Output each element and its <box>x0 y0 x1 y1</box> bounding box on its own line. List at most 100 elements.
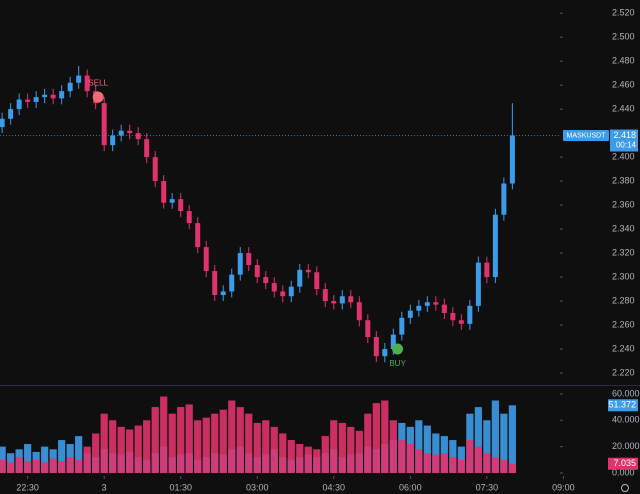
volume-bar <box>432 454 440 473</box>
volume-bar <box>406 444 414 473</box>
candle-body <box>424 302 430 306</box>
candle-body <box>186 211 192 224</box>
y-tick-label: 60.000 <box>612 388 640 398</box>
volume-bar <box>58 461 66 473</box>
x-tick-label: 07:30 <box>476 482 499 492</box>
candle-body <box>135 133 141 140</box>
signal-label: BUY <box>389 359 406 368</box>
candle-body <box>220 291 226 296</box>
volume-bar <box>100 413 108 473</box>
candle-body <box>314 272 320 290</box>
volume-bar <box>66 457 74 473</box>
volume-bar <box>508 463 516 473</box>
volume-bar <box>347 426 355 473</box>
last-volume-label: 51.372 <box>608 400 636 410</box>
volume-bar <box>160 396 168 473</box>
y-tick-label: 0.000 <box>612 467 635 477</box>
volume-bar <box>168 413 176 473</box>
volume-bar <box>474 407 482 473</box>
settings-icon[interactable] <box>621 484 629 492</box>
volume-bar <box>415 420 423 473</box>
y-tick-label: 2.220 <box>612 367 635 377</box>
volume-bar <box>211 413 219 473</box>
volume-bar <box>389 420 397 473</box>
x-tick-label: 01:30 <box>169 482 192 492</box>
volume-bar <box>83 446 91 473</box>
volume-bar <box>41 462 49 473</box>
volume-bar <box>381 400 389 473</box>
candle-body <box>416 305 422 311</box>
volume-bar <box>7 462 15 473</box>
candle-body <box>356 302 362 321</box>
candle-body <box>458 320 464 324</box>
candle-body <box>67 82 73 92</box>
volume-bar <box>415 449 423 473</box>
last-price-tag <box>610 129 638 152</box>
volume-bar <box>449 440 457 473</box>
candle-body <box>50 94 56 99</box>
volume-bar <box>423 453 431 473</box>
candle-body <box>348 296 354 303</box>
candle-body <box>475 262 481 306</box>
y-tick-label: 2.300 <box>612 271 635 281</box>
volume-bar <box>0 459 6 473</box>
signal-label: SELL <box>88 78 108 87</box>
volume-bar <box>330 420 338 473</box>
volume-bar <box>466 440 474 473</box>
candle-body <box>16 99 22 110</box>
volume-bar <box>313 449 321 473</box>
candle-body <box>365 320 371 338</box>
volume-bar <box>126 429 134 473</box>
y-tick-label: 2.320 <box>612 247 635 257</box>
volume-bar <box>185 404 193 473</box>
signal-marker <box>392 343 404 355</box>
candle-body <box>280 291 286 297</box>
x-tick-label: 03:00 <box>246 482 269 492</box>
volume-bar <box>75 436 83 473</box>
y-tick-label: 2.380 <box>612 175 635 185</box>
volume-bar <box>355 430 363 473</box>
volume-bar <box>321 436 329 473</box>
candle-body <box>322 289 328 302</box>
volume-bar <box>398 440 406 473</box>
volume-bar <box>194 420 202 473</box>
countdown-label: 00:14 <box>616 141 637 150</box>
x-tick-label: 04:30 <box>323 482 346 492</box>
last-volume-tag <box>608 399 638 412</box>
x-tick-label: 06:00 <box>399 482 422 492</box>
candle-body <box>127 130 133 134</box>
candle-body <box>195 223 201 248</box>
volume-bar <box>117 426 125 473</box>
volume-bar <box>483 420 491 473</box>
volume-bar <box>109 420 117 473</box>
volume-bar <box>202 417 210 473</box>
volume-bar <box>177 407 185 473</box>
volume-bar <box>287 440 295 473</box>
candle-body <box>288 286 294 297</box>
symbol-label: MASKUSDT <box>567 132 607 139</box>
y-tick-label: 2.360 <box>612 199 635 209</box>
volume-bar <box>270 426 278 473</box>
candle-body <box>492 214 498 278</box>
y-tick-label: 20.000 <box>612 441 640 451</box>
volume-bar <box>245 413 253 473</box>
volume-bar <box>500 459 508 473</box>
candle-body <box>118 130 124 136</box>
candle-body <box>399 317 405 335</box>
volume-bar <box>508 405 516 473</box>
x-tick-label: 3 <box>102 482 107 492</box>
y-tick-label: 2.260 <box>612 319 635 329</box>
candle-body <box>110 135 116 146</box>
volume-bar <box>134 425 142 473</box>
candle-body <box>467 305 473 324</box>
candle-body <box>178 199 184 212</box>
candle-body <box>305 269 311 273</box>
y-tick-label: 2.460 <box>612 80 635 90</box>
volume-bar <box>483 453 491 473</box>
last-volume-label: 7.035 <box>613 458 636 468</box>
volume-bar <box>75 459 83 473</box>
volume-bar <box>296 444 304 473</box>
y-tick-label: 2.240 <box>612 343 635 353</box>
signal-marker <box>92 91 104 103</box>
